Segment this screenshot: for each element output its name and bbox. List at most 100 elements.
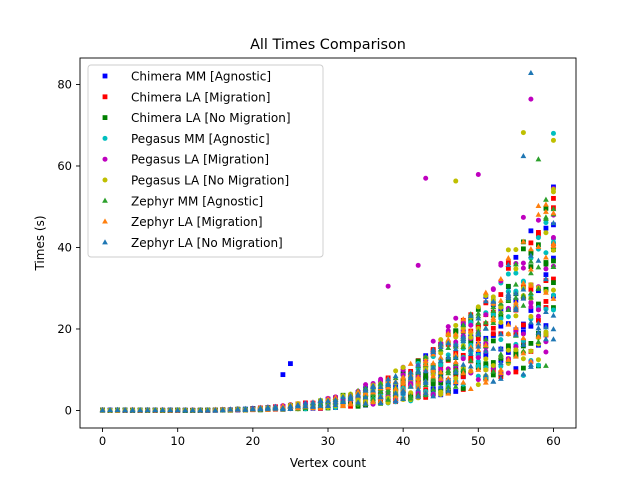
point-pegasus-mm-agnostic [490, 311, 496, 317]
point-pegasus-la-no-migration [535, 357, 541, 363]
x-axis-label: Vertex count [290, 456, 367, 470]
point-zephyr-la-no-migration [482, 372, 489, 378]
point-zephyr-la-no-migration [392, 373, 399, 379]
point-pegasus-la-migration [385, 283, 391, 289]
point-pegasus-mm-agnostic [550, 307, 556, 313]
point-zephyr-la-migration [497, 369, 504, 376]
point-zephyr-la-migration [392, 385, 399, 391]
point-chimera-la-no-migration [551, 258, 556, 264]
point-pegasus-la-no-migration [400, 365, 406, 371]
point-zephyr-la-no-migration [430, 348, 437, 355]
point-chimera-la-no-migration [505, 283, 511, 289]
point-zephyr-la-migration [535, 211, 542, 217]
point-pegasus-la-migration [520, 265, 526, 271]
point-pegasus-la-migration [520, 214, 526, 220]
point-chimera-la-no-migration [490, 372, 496, 378]
point-zephyr-mm-agnostic [430, 376, 437, 383]
legend-marker [102, 218, 108, 224]
point-zephyr-mm-agnostic [497, 309, 504, 315]
point-zephyr-la-no-migration [407, 383, 414, 389]
point-zephyr-la-migration [437, 375, 444, 381]
point-pegasus-la-no-migration [513, 247, 519, 253]
point-chimera-la-migration [543, 299, 549, 304]
point-chimera-la-migration [520, 322, 526, 328]
point-zephyr-la-no-migration [482, 298, 489, 304]
point-zephyr-la-no-migration [543, 336, 549, 342]
point-zephyr-la-no-migration [497, 345, 504, 351]
point-zephyr-mm-agnostic [535, 338, 542, 344]
point-zephyr-la-migration [392, 393, 399, 399]
point-zephyr-la-no-migration [287, 403, 294, 409]
point-chimera-mm-agnostic [288, 361, 293, 367]
point-zephyr-mm-agnostic [430, 385, 437, 392]
point-zephyr-la-migration [407, 360, 414, 366]
point-chimera-mm-agnostic [513, 254, 519, 260]
point-zephyr-la-no-migration [452, 354, 459, 360]
point-pegasus-la-no-migration [513, 313, 519, 319]
point-zephyr-mm-agnostic [460, 321, 467, 328]
point-zephyr-la-migration [430, 367, 437, 373]
point-zephyr-la-no-migration [332, 402, 339, 408]
point-pegasus-la-migration [423, 175, 429, 181]
point-zephyr-la-migration [445, 336, 452, 342]
point-zephyr-la-no-migration [543, 275, 549, 282]
point-zephyr-la-no-migration [204, 407, 211, 413]
point-zephyr-la-migration [505, 356, 512, 362]
point-zephyr-la-migration [430, 373, 437, 379]
legend-label: Chimera LA [Migration] [131, 90, 270, 104]
point-zephyr-la-no-migration [512, 290, 519, 296]
legend: Chimera MM [Agnostic] Chimera LA [Migrati… [87, 64, 324, 258]
point-zephyr-la-migration [445, 375, 452, 381]
point-zephyr-la-no-migration [167, 406, 174, 412]
point-zephyr-la-no-migration [422, 368, 429, 374]
point-pegasus-la-no-migration [453, 322, 459, 328]
legend-marker [102, 239, 108, 245]
point-zephyr-la-migration [543, 208, 549, 214]
point-zephyr-la-migration [497, 297, 504, 303]
point-zephyr-mm-agnostic [512, 261, 519, 267]
point-zephyr-la-no-migration [437, 384, 444, 390]
point-zephyr-la-no-migration [392, 379, 399, 385]
point-zephyr-mm-agnostic [437, 373, 444, 379]
legend-marker [102, 94, 108, 100]
point-zephyr-la-no-migration [340, 398, 346, 404]
point-zephyr-la-no-migration [512, 305, 519, 311]
point-chimera-la-no-migration [505, 343, 511, 349]
point-pegasus-la-no-migration [408, 390, 414, 396]
point-pegasus-la-no-migration [520, 356, 526, 362]
point-pegasus-la-no-migration [453, 178, 459, 184]
point-zephyr-mm-agnostic [520, 302, 527, 308]
point-zephyr-la-no-migration [528, 69, 534, 75]
point-zephyr-la-no-migration [415, 386, 422, 392]
point-pegasus-la-no-migration [483, 356, 489, 362]
point-zephyr-la-no-migration [460, 333, 467, 339]
point-pegasus-la-no-migration [483, 367, 489, 373]
point-pegasus-la-no-migration [498, 320, 504, 326]
point-zephyr-la-migration [520, 238, 527, 244]
point-zephyr-la-migration [497, 366, 504, 372]
point-chimera-mm-agnostic [528, 308, 534, 313]
point-zephyr-mm-agnostic [422, 353, 429, 359]
point-zephyr-la-no-migration [482, 348, 489, 354]
point-zephyr-la-migration [512, 353, 519, 359]
point-zephyr-la-migration [452, 331, 459, 337]
point-zephyr-la-no-migration [535, 329, 542, 335]
point-zephyr-la-migration [430, 360, 437, 366]
point-zephyr-la-migration [528, 358, 534, 364]
point-zephyr-la-no-migration [340, 393, 346, 400]
point-pegasus-la-migration [378, 376, 384, 382]
point-zephyr-la-migration [437, 369, 444, 375]
x-tick-label: 10 [170, 434, 185, 448]
point-chimera-la-migration [528, 286, 534, 292]
point-zephyr-la-no-migration [550, 312, 557, 318]
point-zephyr-mm-agnostic [467, 357, 474, 363]
point-zephyr-la-migration [528, 266, 534, 272]
point-chimera-la-migration [536, 317, 541, 323]
point-zephyr-la-migration [482, 342, 489, 348]
point-pegasus-la-no-migration [505, 347, 511, 353]
point-zephyr-la-no-migration [475, 331, 482, 337]
point-zephyr-la-migration [460, 379, 467, 385]
point-zephyr-mm-agnostic [512, 281, 519, 287]
point-zephyr-la-migration [497, 275, 504, 282]
point-chimera-la-no-migration [490, 360, 496, 365]
